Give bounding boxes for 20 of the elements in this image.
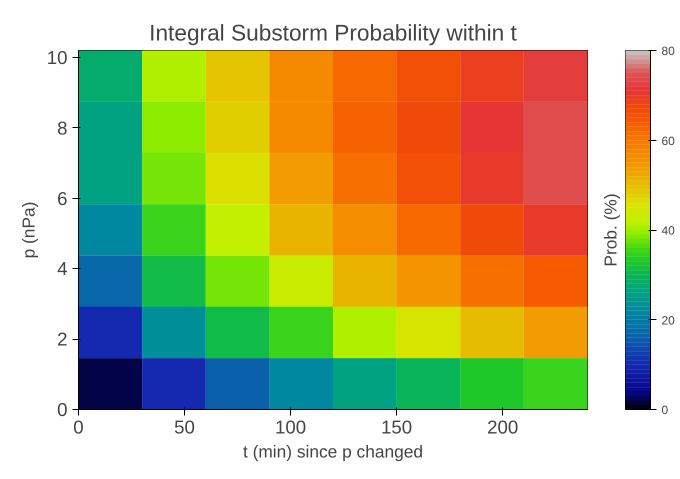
x-tick-label: 0	[73, 416, 84, 438]
x-tick-label: 100	[275, 416, 306, 438]
y-tick-label: 8	[57, 117, 68, 138]
y-tick-label: 6	[57, 188, 68, 209]
x-tick-label: 150	[381, 416, 412, 438]
x-axis-title: t (min) since p changed	[242, 442, 424, 462]
color-bar-title: Prob. (%)	[600, 193, 620, 267]
y-tick-label: 4	[57, 258, 68, 280]
chart-title: Integral Substorm Probability within t	[149, 20, 518, 46]
color-bar-label: 60	[662, 134, 676, 148]
color-bar-label: 20	[662, 313, 676, 328]
y-tick-label: 0	[57, 399, 68, 420]
color-bar-label: 0	[662, 403, 668, 417]
x-tick-label: 200	[487, 416, 518, 438]
y-axis-title: p (nPa)	[18, 202, 39, 258]
x-tick-label: 50	[174, 416, 195, 438]
color-bar-label: 80	[662, 44, 676, 58]
color-bar-label: 40	[662, 224, 676, 238]
y-tick-label: 2	[57, 328, 68, 350]
y-tick-label: 10	[46, 47, 68, 68]
